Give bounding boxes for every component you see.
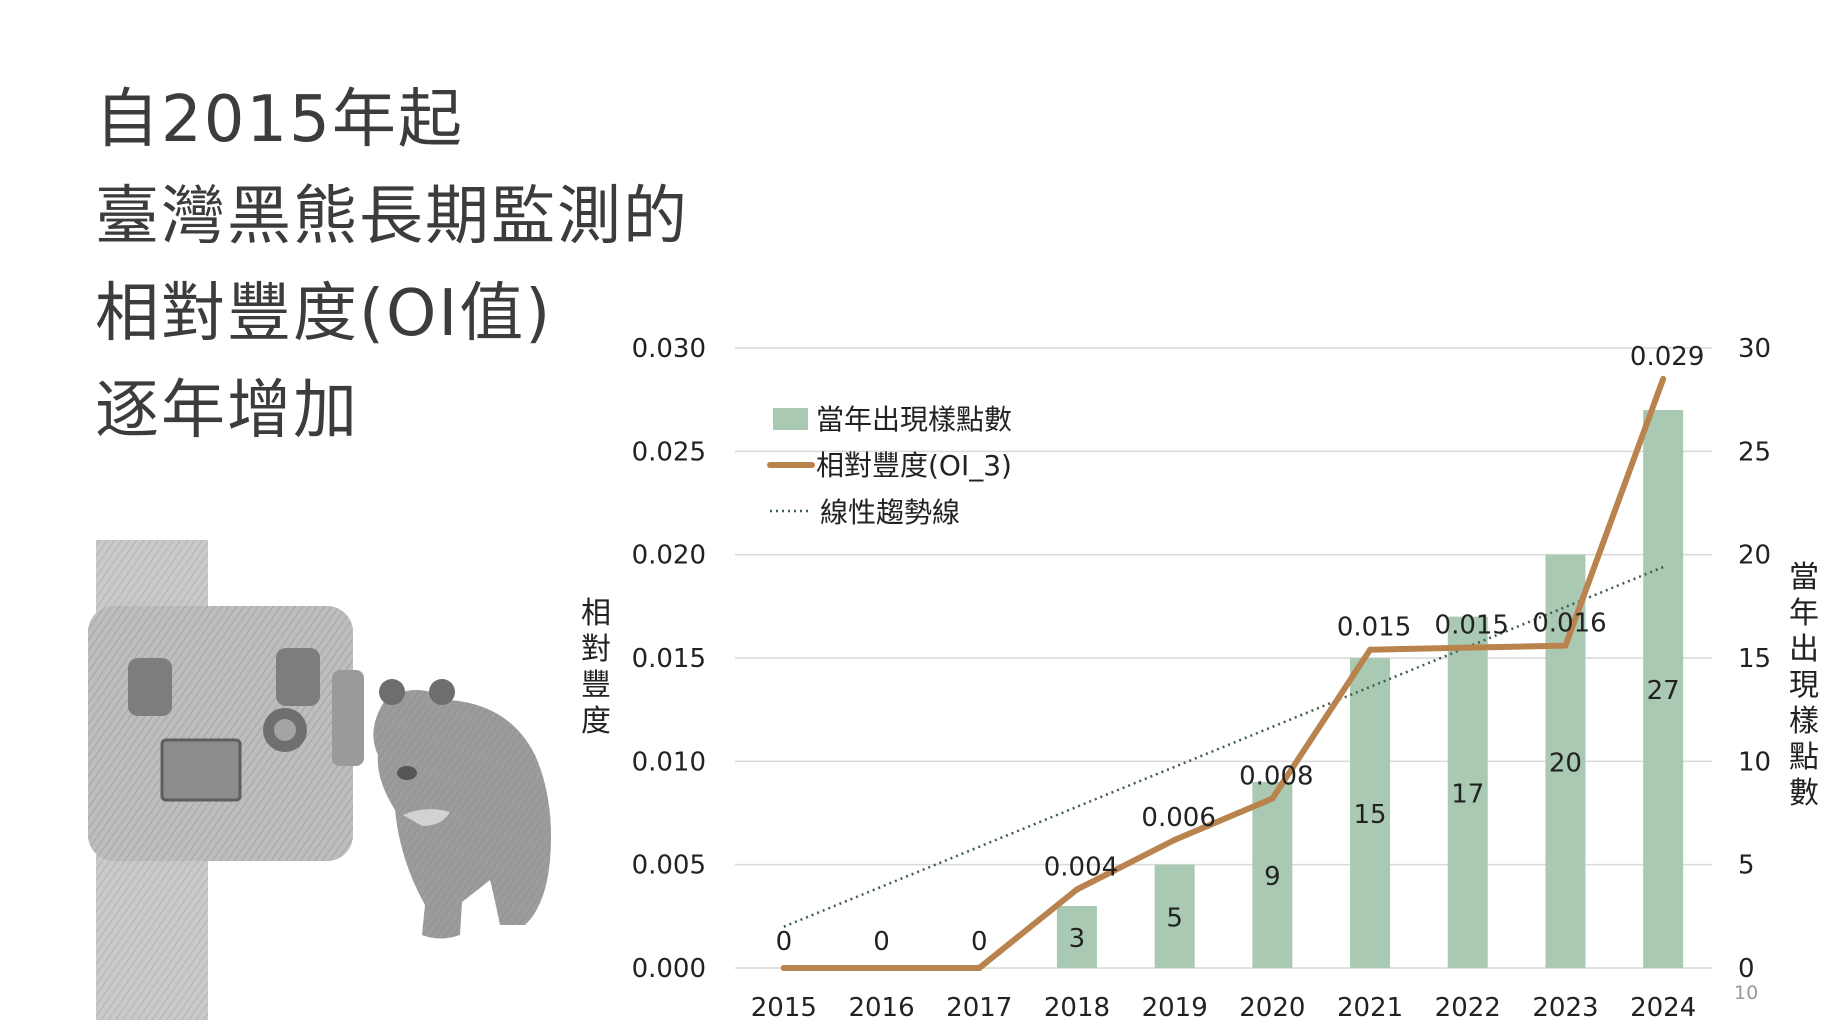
right-axis-tick-label: 20	[1738, 541, 1771, 571]
bar-value-label: 0	[971, 927, 988, 957]
bar	[1447, 616, 1488, 968]
line-value-label: 0.015	[1337, 613, 1411, 643]
right-axis-tick-label: 0	[1738, 954, 1755, 984]
x-axis-tick-label: 2017	[946, 993, 1012, 1023]
line-point	[878, 965, 885, 971]
camera-trap-sketch-icon	[88, 540, 364, 1020]
title-line-4: 逐年增加	[95, 374, 359, 448]
bar-value-label: 3	[1069, 924, 1086, 954]
left-axis-tick-label: 0.010	[632, 747, 706, 777]
page-title: 自2015年起 臺灣黑熊長期監測的 相對豐度(OI值) 逐年增加	[95, 72, 689, 460]
line-value-label: 0.016	[1532, 609, 1606, 639]
left-axis-tick-label: 0.030	[632, 334, 706, 364]
line-point	[976, 965, 983, 971]
line-point	[780, 965, 787, 971]
line-value-label: 0.004	[1044, 852, 1118, 882]
left-axis-tick-label: 0.005	[632, 851, 706, 881]
line-value-label: 0.015	[1435, 611, 1509, 641]
x-axis-tick-label: 2019	[1142, 993, 1208, 1023]
title-line-3: 相對豐度(OI值)	[95, 277, 553, 351]
bar-value-label: 9	[1264, 862, 1281, 892]
right-axis-tick-label: 10	[1738, 747, 1771, 777]
left-axis-tick-label: 0.020	[632, 541, 706, 571]
page-number: 10	[1734, 982, 1759, 1004]
left-axis-tick-label: 0.015	[632, 644, 706, 674]
line-point	[1660, 376, 1667, 382]
bar-value-label: 0	[776, 927, 793, 957]
x-axis-tick-label: 2015	[751, 993, 817, 1023]
left-axis-title: 相對豐度	[581, 596, 611, 739]
line-point	[1269, 795, 1276, 802]
line-value-label: 0.008	[1239, 762, 1313, 792]
left-axis-tick-label: 0.000	[632, 954, 706, 984]
bar-value-label: 17	[1451, 779, 1484, 809]
bar-value-label: 0	[873, 927, 890, 957]
bar	[1252, 782, 1293, 968]
right-axis-tick-label: 15	[1738, 644, 1771, 674]
illustration	[88, 540, 551, 1020]
right-axis-tick-label: 30	[1738, 334, 1771, 364]
series-line	[780, 376, 1667, 971]
right-axis-title: 當年出現樣點數	[1789, 560, 1819, 811]
title-line-2: 臺灣黑熊長期監測的	[95, 180, 689, 254]
bar	[1056, 906, 1097, 968]
legend-label-trend: 線性趨勢線	[820, 496, 960, 529]
line-point	[1367, 646, 1374, 653]
bar	[1154, 864, 1195, 968]
bar	[1643, 410, 1684, 968]
bar	[1545, 554, 1586, 968]
x-axis-tick-label: 2021	[1337, 993, 1403, 1023]
bar-value-label: 20	[1549, 748, 1582, 778]
bar	[1350, 658, 1391, 968]
legend-label-line: 相對豐度(OI_3)	[816, 449, 1012, 482]
x-axis-tick-label: 2023	[1532, 993, 1598, 1023]
x-axis-tick-label: 2020	[1239, 993, 1305, 1023]
bar-value-label: 15	[1354, 800, 1387, 830]
line-point	[1171, 836, 1178, 843]
right-axis-tick-label: 25	[1738, 437, 1771, 467]
line-value-label: 0.006	[1141, 803, 1215, 833]
line-value-label: 0.029	[1630, 342, 1704, 372]
x-axis-tick-label: 2022	[1435, 993, 1501, 1023]
x-axis-tick-label: 2018	[1044, 993, 1110, 1023]
bar-value-label: 27	[1647, 676, 1680, 706]
legend-bar-swatch	[773, 408, 808, 430]
trend-line	[783, 565, 1664, 928]
legend-label-bars: 當年出現樣點數	[816, 403, 1012, 436]
x-axis-tick-label: 2016	[848, 993, 914, 1023]
bar-value-label: 5	[1166, 903, 1183, 933]
line-point	[1073, 886, 1080, 893]
line-point	[1562, 642, 1569, 649]
right-axis-tick-label: 5	[1738, 851, 1755, 881]
title-line-1: 自2015年起	[95, 83, 464, 157]
line-point	[1464, 644, 1471, 651]
left-axis-tick-label: 0.025	[632, 437, 706, 467]
x-axis-tick-label: 2024	[1630, 993, 1696, 1023]
bear-sketch-icon	[373, 679, 551, 939]
